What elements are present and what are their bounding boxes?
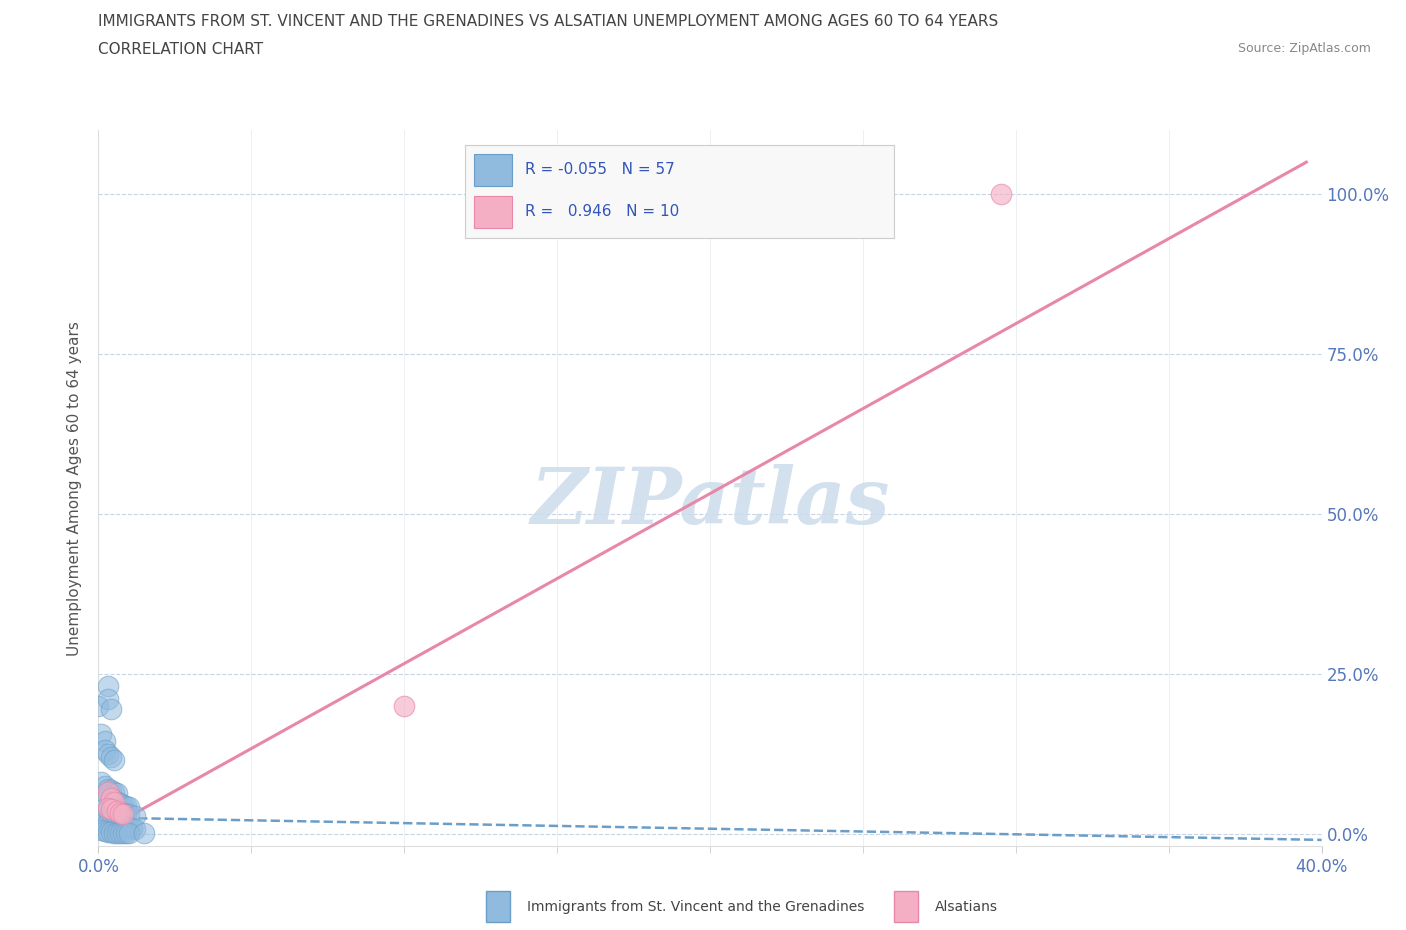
Point: [108, 805, 131, 820]
Point: [97, 785, 120, 800]
Point: [118, 826, 141, 841]
Point: [93, 734, 115, 749]
Point: [100, 817, 122, 831]
Point: [105, 826, 128, 841]
Point: [100, 802, 122, 817]
Point: [97, 746, 120, 761]
Point: [90, 727, 112, 742]
Point: [990, 187, 1012, 202]
Point: [105, 804, 128, 819]
Point: [87, 698, 110, 713]
Point: [93, 824, 115, 839]
Point: [97, 679, 120, 694]
Point: [97, 824, 120, 839]
Point: [121, 821, 143, 836]
Point: [111, 807, 134, 822]
Point: [124, 808, 146, 823]
Point: [97, 801, 120, 816]
Point: [118, 800, 141, 815]
Point: [90, 823, 112, 838]
Point: [97, 802, 120, 817]
Point: [103, 785, 125, 800]
Point: [100, 790, 122, 805]
Point: [103, 792, 125, 807]
Point: [97, 789, 120, 804]
Point: [93, 743, 115, 758]
Point: [108, 818, 131, 833]
Text: Alsatians: Alsatians: [935, 899, 998, 914]
Point: [124, 821, 146, 836]
Point: [134, 826, 156, 841]
Point: [105, 794, 128, 809]
Point: [100, 750, 122, 764]
Point: [108, 795, 131, 810]
Point: [105, 786, 128, 801]
Text: CORRELATION CHART: CORRELATION CHART: [98, 42, 263, 57]
Point: [93, 801, 115, 816]
Point: [93, 815, 115, 830]
Point: [105, 804, 128, 818]
Point: [90, 775, 112, 790]
Point: [97, 692, 120, 707]
Point: [100, 803, 122, 817]
Point: [115, 806, 138, 821]
Point: [103, 794, 125, 809]
Point: [392, 698, 416, 713]
Point: [105, 817, 128, 832]
Point: [100, 783, 122, 798]
Point: [100, 825, 122, 840]
Text: ZIPatlas: ZIPatlas: [530, 464, 890, 541]
Point: [118, 820, 141, 835]
Y-axis label: Unemployment Among Ages 60 to 64 years: Unemployment Among Ages 60 to 64 years: [67, 321, 83, 656]
Point: [118, 807, 141, 822]
Text: Immigrants from St. Vincent and the Grenadines: Immigrants from St. Vincent and the Gren…: [527, 899, 865, 914]
Point: [103, 817, 125, 832]
Point: [115, 799, 138, 814]
Point: [100, 701, 122, 716]
Point: [97, 781, 120, 796]
Point: [111, 805, 134, 820]
Text: Source: ZipAtlas.com: Source: ZipAtlas.com: [1237, 42, 1371, 55]
Text: IMMIGRANTS FROM ST. VINCENT AND THE GRENADINES VS ALSATIAN UNEMPLOYMENT AMONG AG: IMMIGRANTS FROM ST. VINCENT AND THE GREN…: [98, 14, 998, 29]
Point: [115, 826, 138, 841]
Point: [108, 805, 131, 820]
Point: [108, 826, 131, 841]
Point: [90, 813, 112, 829]
Point: [93, 778, 115, 793]
Point: [103, 752, 125, 767]
Point: [111, 826, 134, 841]
Point: [115, 819, 138, 834]
Point: [111, 819, 134, 834]
Point: [111, 797, 134, 812]
Point: [103, 826, 125, 841]
Point: [103, 804, 125, 818]
Point: [100, 790, 122, 805]
Point: [97, 816, 120, 830]
